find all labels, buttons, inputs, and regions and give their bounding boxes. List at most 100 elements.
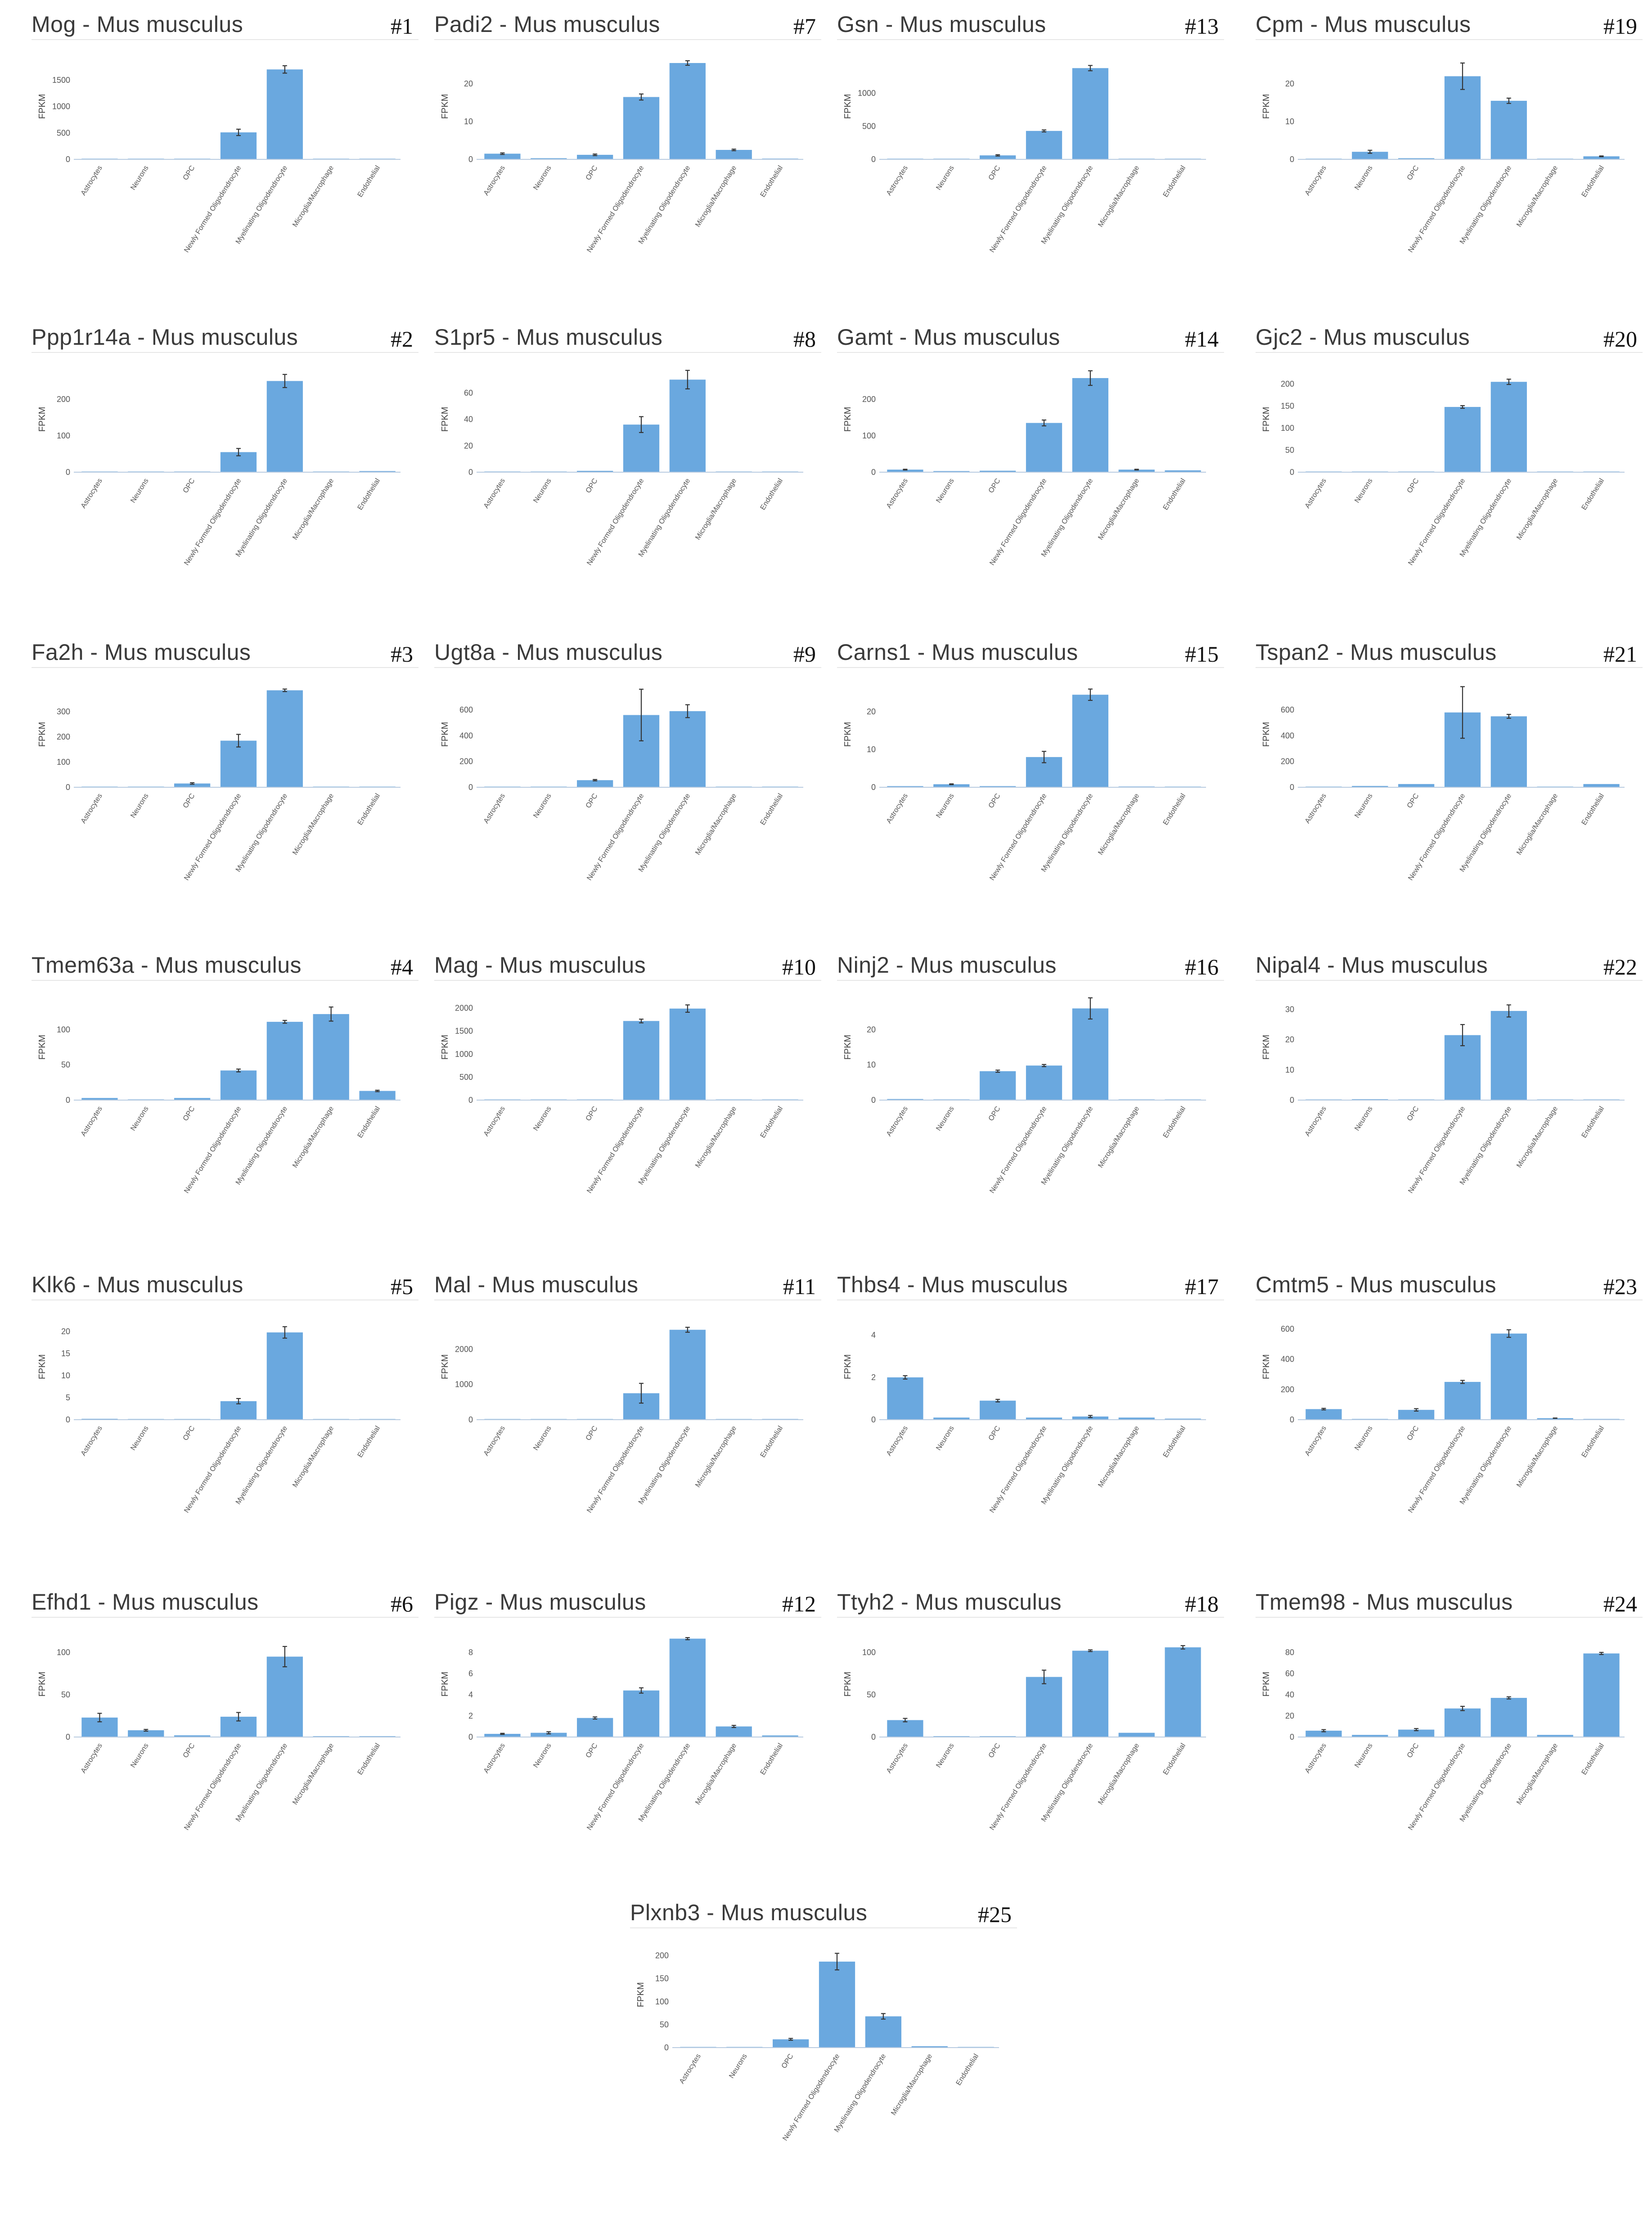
bar-myelinating-oligodendrocyte (1072, 68, 1108, 159)
x-category-label: Newly Formed Oligodendrocyte (1407, 1425, 1467, 1514)
bar-newly-formed-oligodendrocyte (220, 132, 257, 159)
bar-endothelial (1165, 1647, 1201, 1737)
x-category-label: Microglia/Macrophage (1515, 1742, 1559, 1806)
bar-newly-formed-oligodendrocyte (1026, 423, 1062, 472)
y-axis-label: FPKM (440, 94, 450, 119)
x-category-label: Endothelial (1580, 792, 1606, 826)
y-tick-label: 0 (1290, 1415, 1294, 1424)
y-tick-label: 20 (1285, 1711, 1294, 1720)
title-divider (32, 39, 419, 40)
bar-myelinating-oligodendrocyte (1490, 1698, 1527, 1737)
y-tick-label: 50 (1285, 446, 1294, 455)
x-category-label: Newly Formed Oligodendrocyte (183, 1425, 243, 1514)
x-category-label: Neurons (728, 2053, 748, 2080)
x-category-label: Endothelial (1580, 1105, 1606, 1139)
x-category-label: Myelinating Oligodendrocyte (234, 164, 289, 245)
error-bar (731, 149, 736, 151)
title-divider (630, 1927, 1017, 1928)
bar-chart: FPKM 0 100 200 300 Astrocytes Neurons OPCNewly … (37, 688, 401, 882)
bar-myelinating-oligodendrocyte (669, 1330, 706, 1420)
bar-endothelial (1165, 470, 1201, 472)
bar-newly-formed-oligodendrocyte (1444, 407, 1481, 472)
x-category-label: Microglia/Macrophage (694, 1742, 738, 1806)
error-bar (685, 370, 690, 390)
x-category-label: Neurons (935, 1105, 955, 1132)
bar-astrocytes (1305, 1730, 1342, 1737)
y-tick-label: 100 (655, 1997, 669, 2006)
bar-endothelial (1583, 784, 1620, 787)
x-category-label: Microglia/Macrophage (1097, 477, 1141, 541)
x-category-label: Newly Formed Oligodendrocyte (988, 477, 1048, 567)
x-category-label: Astrocytes (1304, 1105, 1328, 1137)
bar-newly-formed-oligodendrocyte (1444, 76, 1481, 159)
x-category-label: Astrocytes (885, 164, 909, 197)
y-axis-label: FPKM (636, 1982, 646, 2008)
x-category-label: Astrocytes (482, 164, 507, 197)
x-category-label: Astrocytes (1304, 477, 1328, 510)
error-bar (1088, 688, 1093, 701)
x-category-label: Astrocytes (482, 1425, 507, 1457)
error-bar (639, 689, 644, 741)
bar-neurons (531, 158, 567, 159)
x-category-label: OPC (182, 477, 197, 494)
title-divider (837, 352, 1224, 353)
x-category-label: Astrocytes (482, 1742, 507, 1774)
title-divider (434, 39, 821, 40)
x-category-label: OPC (1406, 1425, 1421, 1442)
y-tick-label: 200 (862, 395, 876, 404)
chart-title: Mog - Mus musculus (32, 12, 243, 37)
error-bar (1042, 129, 1046, 133)
x-category-label: Microglia/Macrophage (291, 1742, 335, 1806)
error-bar (593, 1716, 598, 1720)
x-category-label: Endothelial (356, 477, 382, 511)
y-tick-label: 4 (871, 1331, 876, 1340)
x-category-label: Neurons (129, 1742, 150, 1769)
panel-number: #21 (1603, 641, 1637, 667)
y-tick-label: 10 (1285, 117, 1294, 126)
y-tick-label: 150 (655, 1974, 669, 1983)
chart-panel-ugt8a: Ugt8a - Mus musculus #9 FPKM 0 200 400 600 Astr… (434, 639, 821, 954)
chart-panel-nipal4: Nipal4 - Mus musculus #22 FPKM 0 10 20 30 Astro… (1256, 952, 1643, 1267)
x-category-label: Neurons (129, 477, 150, 504)
x-category-label: Myelinating Oligodendrocyte (637, 164, 692, 245)
y-tick-label: 200 (57, 395, 70, 404)
x-category-label: Neurons (1353, 1425, 1374, 1452)
panel-number: #3 (391, 641, 413, 667)
x-category-label: Astrocytes (678, 2053, 702, 2085)
x-category-label: Myelinating Oligodendrocyte (833, 2053, 887, 2134)
y-axis-label: FPKM (843, 407, 853, 432)
bar-neurons (1352, 1099, 1388, 1100)
panel-number: #4 (391, 954, 413, 979)
bar-chart: FPKM 0 200 400 600 Astrocytes Neurons OPCNewly … (1261, 1325, 1625, 1514)
x-category-label: Microglia/Macrophage (1097, 792, 1141, 857)
x-category-label: OPC (1406, 1742, 1421, 1759)
y-tick-label: 300 (57, 707, 70, 716)
panel-number: #13 (1185, 14, 1219, 39)
bar-endothelial (1583, 156, 1620, 159)
x-category-label: Neurons (532, 1425, 553, 1452)
bar-myelinating-oligodendrocyte (1072, 1008, 1108, 1100)
x-category-label: Myelinating Oligodendrocyte (234, 1105, 289, 1186)
y-tick-label: 50 (867, 1690, 876, 1699)
y-tick-label: 5 (66, 1393, 70, 1402)
error-bar (788, 2038, 793, 2041)
x-category-label: Newly Formed Oligodendrocyte (988, 792, 1048, 882)
x-category-label: OPC (987, 1425, 1002, 1442)
y-tick-label: 150 (1281, 402, 1294, 411)
x-category-label: Astrocytes (80, 1425, 104, 1457)
y-axis-label: FPKM (843, 1035, 853, 1060)
error-bar (144, 1728, 149, 1732)
x-category-label: OPC (182, 164, 197, 181)
bar-neurons (933, 784, 970, 787)
error-bar (1460, 1706, 1465, 1711)
title-divider (32, 1617, 419, 1618)
bar-myelinating-oligodendrocyte (1490, 716, 1527, 787)
bar-opc (980, 786, 1016, 787)
x-category-label: Endothelial (1580, 1425, 1606, 1459)
error-bar (731, 1725, 736, 1728)
bar-astrocytes (1305, 1409, 1342, 1420)
bar-myelinating-oligodendrocyte (266, 69, 303, 159)
chart-panel-thbs4: Thbs4 - Mus musculus #17 FPKM 0 2 4 Astrocytes… (837, 1272, 1224, 1587)
panel-number: #12 (782, 1591, 816, 1616)
